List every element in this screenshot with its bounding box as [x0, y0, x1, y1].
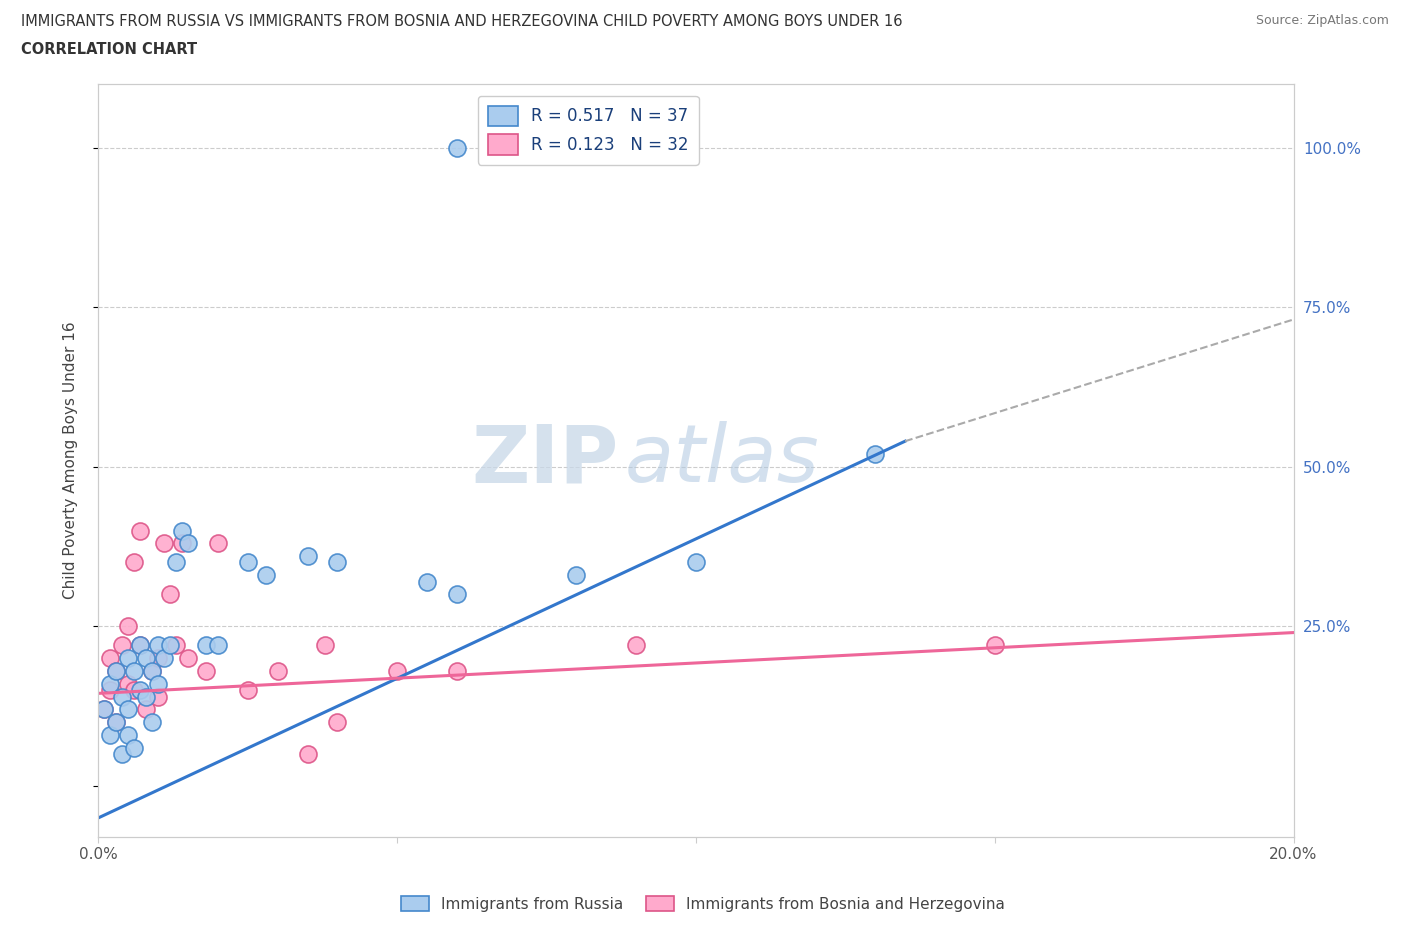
Point [105, 664, 128, 679]
Point [105, 714, 128, 729]
Point [254, 568, 277, 583]
Point [105, 664, 128, 679]
Point [236, 683, 259, 698]
Point [159, 638, 181, 653]
Point [148, 651, 170, 666]
Text: atlas: atlas [624, 421, 820, 499]
Point [195, 664, 218, 679]
Point [98, 651, 122, 666]
Point [153, 536, 176, 551]
Point [297, 549, 319, 564]
Point [98, 683, 122, 698]
Point [141, 714, 163, 729]
Point [172, 536, 194, 551]
Point [141, 664, 163, 679]
Point [297, 747, 319, 762]
Point [129, 683, 152, 698]
Point [326, 555, 349, 570]
Point [117, 651, 139, 666]
Point [148, 689, 170, 704]
Point [124, 683, 146, 698]
Point [446, 587, 468, 602]
Point [165, 638, 187, 653]
Point [129, 638, 152, 653]
Point [93, 702, 115, 717]
Text: CORRELATION CHART: CORRELATION CHART [21, 42, 197, 57]
Point [111, 689, 134, 704]
Point [267, 664, 290, 679]
Point [385, 664, 409, 679]
Point [195, 638, 218, 653]
Text: ZIP: ZIP [471, 421, 619, 499]
Text: IMMIGRANTS FROM RUSSIA VS IMMIGRANTS FROM BOSNIA AND HERZEGOVINA CHILD POVERTY A: IMMIGRANTS FROM RUSSIA VS IMMIGRANTS FRO… [21, 14, 903, 29]
Point [565, 568, 588, 583]
Legend: R = 0.517   N = 37, R = 0.123   N = 32: R = 0.517 N = 37, R = 0.123 N = 32 [478, 96, 699, 165]
Point [117, 676, 139, 691]
Point [865, 446, 887, 461]
Point [153, 651, 176, 666]
Point [117, 618, 139, 633]
Point [207, 536, 229, 551]
Point [177, 651, 200, 666]
Y-axis label: Child Poverty Among Boys Under 16: Child Poverty Among Boys Under 16 [63, 322, 77, 599]
Point [236, 555, 259, 570]
Point [165, 555, 187, 570]
Point [129, 638, 152, 653]
Point [626, 638, 648, 653]
Point [315, 638, 337, 653]
Point [172, 524, 194, 538]
Point [124, 740, 146, 755]
Point [326, 714, 349, 729]
Point [984, 638, 1007, 653]
Point [135, 689, 157, 704]
Point [159, 587, 181, 602]
Point [111, 638, 134, 653]
Point [148, 676, 170, 691]
Point [446, 664, 468, 679]
Point [117, 702, 139, 717]
Point [416, 574, 439, 589]
Point [148, 638, 170, 653]
Point [135, 702, 157, 717]
Point [446, 140, 468, 155]
Legend: Immigrants from Russia, Immigrants from Bosnia and Herzegovina: Immigrants from Russia, Immigrants from … [395, 889, 1011, 918]
Point [117, 727, 139, 742]
Point [98, 676, 122, 691]
Text: Source: ZipAtlas.com: Source: ZipAtlas.com [1256, 14, 1389, 27]
Point [93, 702, 115, 717]
Point [207, 638, 229, 653]
Point [129, 524, 152, 538]
Point [98, 727, 122, 742]
Point [124, 555, 146, 570]
Point [135, 651, 157, 666]
Point [177, 536, 200, 551]
Point [111, 747, 134, 762]
Point [105, 714, 128, 729]
Point [141, 664, 163, 679]
Point [124, 664, 146, 679]
Point [685, 555, 707, 570]
